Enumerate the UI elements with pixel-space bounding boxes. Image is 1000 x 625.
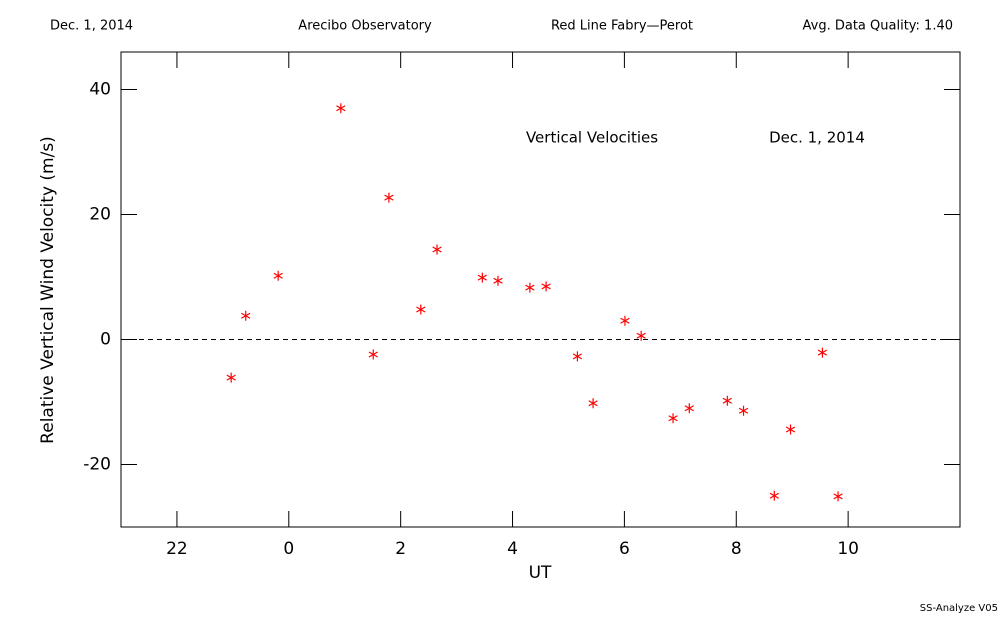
data-point: [226, 372, 236, 383]
data-point: [384, 192, 394, 203]
marker-stroke: [432, 246, 442, 253]
y-tick-label: -20: [83, 455, 111, 475]
y-tick-label: 0: [100, 330, 111, 350]
data-point: [817, 347, 828, 358]
marker-stroke: [588, 400, 598, 407]
data-point: [833, 491, 843, 502]
data-point: [416, 304, 426, 315]
marker-stroke: [477, 274, 487, 281]
marker-stroke: [833, 493, 843, 500]
y-tick-label: 20: [89, 205, 111, 225]
data-point: [769, 490, 779, 501]
data-point: [493, 275, 503, 286]
marker-stroke: [636, 332, 646, 339]
data-point: [738, 405, 749, 416]
marker-stroke: [684, 405, 694, 412]
x-tick-label: 8: [731, 539, 742, 559]
marker-stroke: [738, 407, 749, 414]
data-point: [668, 413, 678, 424]
data-point: [722, 395, 732, 406]
marker-stroke: [668, 415, 678, 422]
x-tick-label: 6: [619, 539, 630, 559]
data-point: [432, 244, 442, 255]
data-point: [273, 270, 283, 281]
x-tick-label: 0: [283, 539, 294, 559]
marker-stroke: [336, 105, 346, 112]
data-point: [785, 424, 796, 435]
data-point: [572, 351, 583, 362]
marker-stroke: [817, 349, 828, 356]
plot-frame: [120, 51, 961, 528]
data-point: [684, 403, 694, 414]
x-tick-label: 2: [395, 539, 406, 559]
annotation: Vertical Velocities: [526, 129, 658, 147]
data-point: [541, 281, 551, 292]
x-tick-label: 22: [166, 539, 188, 559]
data-point: [588, 398, 598, 409]
marker-stroke: [769, 492, 779, 499]
data-point: [368, 349, 378, 360]
data-point: [525, 282, 535, 293]
marker-stroke: [273, 272, 283, 279]
header-instrument: Red Line Fabry—Perot: [551, 19, 693, 34]
marker-stroke: [620, 317, 630, 324]
x-tick-label: 10: [837, 539, 859, 559]
data-point: [477, 272, 487, 283]
marker-stroke: [722, 397, 732, 404]
marker-stroke: [541, 283, 551, 290]
header-quality: Avg. Data Quality: 1.40: [803, 19, 953, 34]
data-point: [336, 103, 346, 114]
marker-stroke: [416, 306, 426, 313]
x-axis-label: UT: [529, 563, 552, 583]
footer: SS-Analyze V05: [920, 603, 998, 614]
x-tick-label: 4: [507, 539, 518, 559]
header-date: Dec. 1, 2014: [50, 19, 133, 34]
marker-stroke: [226, 374, 236, 381]
marker-stroke: [368, 351, 378, 358]
annotation: Dec. 1, 2014: [769, 129, 865, 147]
y-tick-label: 40: [89, 80, 111, 100]
marker-stroke: [785, 426, 796, 433]
marker-stroke: [241, 312, 251, 319]
data-point: [620, 315, 630, 326]
marker-stroke: [572, 353, 583, 360]
header-site: Arecibo Observatory: [298, 19, 432, 34]
y-axis-label: Relative Vertical Wind Velocity (m/s): [38, 136, 58, 444]
marker-stroke: [384, 194, 394, 201]
data-point: [636, 330, 646, 341]
data-point: [241, 310, 251, 321]
marker-stroke: [525, 284, 535, 291]
marker-stroke: [493, 277, 503, 284]
